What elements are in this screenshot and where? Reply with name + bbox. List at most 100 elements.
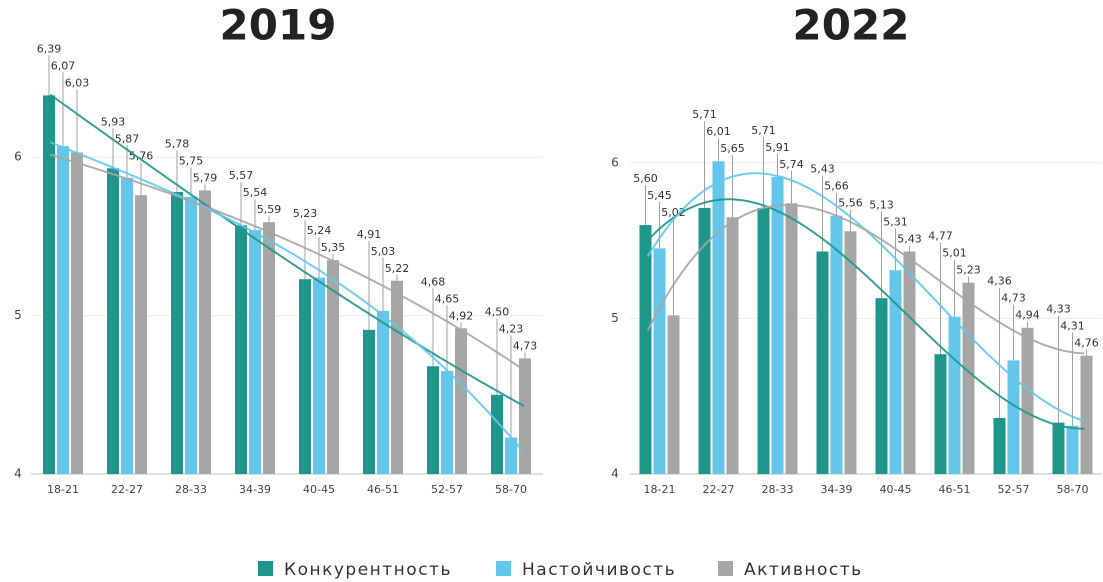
legend-label: Конкурентность	[284, 560, 452, 580]
data-label: 6,07	[51, 59, 76, 72]
y-tick-label: 5	[14, 308, 22, 322]
bar	[313, 277, 325, 474]
bar	[698, 207, 711, 474]
data-label: 5,79	[193, 171, 218, 184]
trend-line	[646, 204, 1085, 355]
bar	[71, 152, 83, 474]
bar	[830, 215, 843, 475]
data-label: 5,23	[956, 264, 981, 277]
bar	[785, 203, 798, 475]
bar	[135, 195, 147, 474]
data-label: 6,39	[37, 42, 62, 55]
legend-swatch	[496, 561, 511, 576]
x-tick-label: 58-70	[1057, 483, 1089, 496]
x-tick-label: 18-21	[47, 483, 79, 496]
y-tick-label: 5	[611, 311, 619, 325]
bar	[491, 394, 503, 474]
bar	[185, 196, 197, 475]
chart-title: 2022	[793, 1, 910, 50]
bar	[1052, 422, 1065, 474]
bar	[962, 282, 975, 474]
data-label: 5,02	[661, 206, 686, 219]
data-label: 4,92	[449, 309, 474, 322]
bar	[391, 280, 403, 474]
data-label: 5,93	[101, 115, 126, 128]
legend-swatch	[258, 561, 273, 576]
bar	[327, 260, 339, 474]
x-tick-label: 22-27	[111, 483, 143, 496]
bar	[771, 176, 784, 474]
data-label: 5,23	[293, 207, 318, 220]
data-label: 5,03	[371, 245, 396, 258]
data-label: 5,60	[633, 172, 658, 185]
data-label: 4,68	[421, 275, 446, 288]
bar	[235, 225, 247, 474]
data-label: 5,54	[243, 186, 268, 199]
x-tick-label: 46-51	[367, 483, 399, 496]
data-label: 5,13	[869, 198, 894, 211]
bar	[639, 225, 652, 474]
data-label: 5,01	[942, 247, 967, 260]
bar	[427, 366, 439, 474]
bar	[107, 168, 119, 474]
bar	[121, 177, 133, 475]
bar	[653, 248, 666, 474]
bar	[455, 328, 467, 474]
bar	[1021, 327, 1034, 474]
bar	[948, 316, 961, 474]
bar	[1007, 360, 1020, 474]
x-tick-label: 18-21	[644, 483, 676, 496]
bar	[667, 315, 680, 474]
bar	[363, 329, 375, 474]
y-tick-label: 6	[14, 150, 22, 164]
bar	[1066, 425, 1079, 474]
x-tick-label: 28-33	[762, 483, 794, 496]
x-tick-label: 40-45	[303, 483, 335, 496]
x-tick-label: 46-51	[939, 483, 971, 496]
data-label: 4,76	[1074, 337, 1099, 350]
data-label: 5,31	[883, 215, 908, 228]
data-label: 5,71	[751, 124, 776, 137]
data-label: 5,91	[765, 141, 790, 154]
data-label: 4,77	[928, 230, 953, 243]
data-label: 6,01	[706, 125, 731, 138]
x-tick-label: 58-70	[495, 483, 527, 496]
data-label: 5,43	[897, 232, 922, 245]
bar	[57, 146, 69, 474]
legend-swatch	[718, 561, 733, 576]
bar	[199, 190, 211, 475]
trend-line	[49, 153, 525, 371]
bar	[726, 217, 739, 474]
bar	[519, 358, 531, 474]
bar	[934, 354, 947, 474]
data-label: 5,43	[810, 163, 835, 176]
data-label: 5,24	[307, 224, 332, 237]
bar	[299, 279, 311, 474]
data-label: 5,57	[229, 169, 254, 182]
bar	[377, 310, 389, 474]
bar	[757, 207, 770, 474]
data-label: 5,59	[257, 203, 282, 216]
bar	[441, 371, 453, 474]
y-tick-label: 4	[14, 467, 22, 481]
data-label: 5,66	[824, 180, 849, 193]
data-label: 4,50	[485, 305, 510, 318]
bar	[903, 251, 916, 474]
data-label: 4,33	[1046, 303, 1071, 316]
data-label: 5,65	[720, 142, 745, 155]
data-label: 4,65	[435, 292, 460, 305]
data-label: 5,78	[165, 137, 190, 150]
x-tick-label: 34-39	[821, 483, 853, 496]
y-tick-label: 6	[611, 155, 619, 169]
data-label: 5,56	[838, 197, 863, 210]
bar	[249, 230, 261, 474]
data-label: 5,71	[692, 108, 717, 121]
data-label: 4,73	[513, 339, 538, 352]
y-tick-label: 4	[611, 467, 619, 481]
data-label: 5,76	[129, 149, 154, 162]
x-tick-label: 52-57	[431, 483, 463, 496]
bar	[889, 270, 902, 474]
bar	[263, 222, 275, 474]
x-tick-label: 34-39	[239, 483, 271, 496]
